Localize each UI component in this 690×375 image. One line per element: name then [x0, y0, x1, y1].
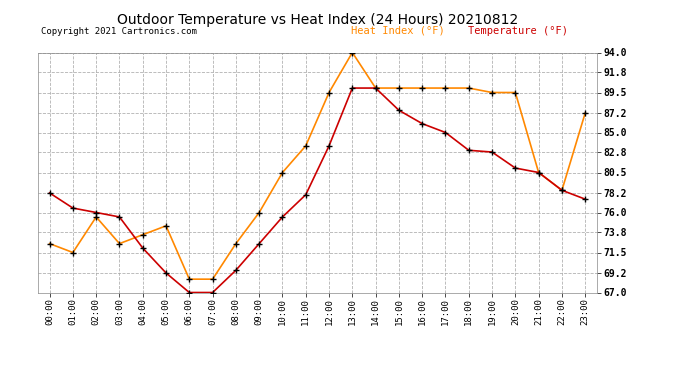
Text: Temperature (°F): Temperature (°F)	[469, 26, 569, 36]
Text: Outdoor Temperature vs Heat Index (24 Hours) 20210812: Outdoor Temperature vs Heat Index (24 Ho…	[117, 13, 518, 27]
Text: Heat Index (°F): Heat Index (°F)	[351, 26, 444, 36]
Text: Copyright 2021 Cartronics.com: Copyright 2021 Cartronics.com	[41, 27, 197, 36]
